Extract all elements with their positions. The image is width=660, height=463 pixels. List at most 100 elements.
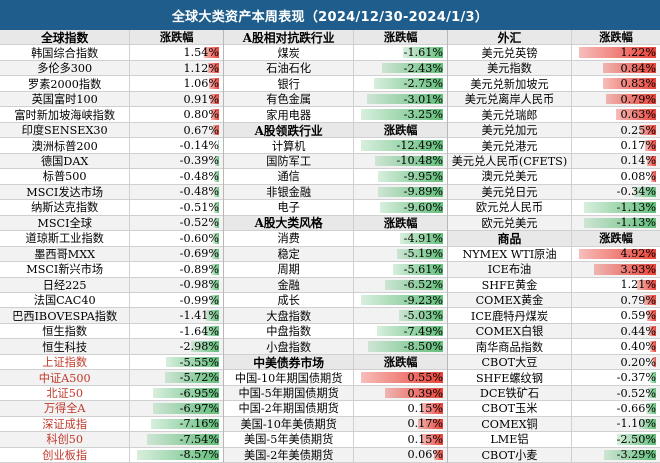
change-value: -7.16% <box>179 417 219 431</box>
section-title: 商品 <box>497 231 522 246</box>
change-value: 0.67% <box>183 123 219 137</box>
section-title: A股大类风格 <box>254 216 323 231</box>
loss-bar <box>399 233 443 244</box>
gain-bar <box>420 434 443 445</box>
section-title: 全球指数 <box>41 30 89 45</box>
change-value: -2.75% <box>403 77 443 91</box>
gain-bar <box>385 387 443 399</box>
loss-bar <box>393 264 443 275</box>
loss-bar <box>361 109 443 120</box>
gain-bar <box>211 109 219 120</box>
table-row: 计算机 -12.49% <box>224 138 447 154</box>
change-value: -1.61% <box>403 46 443 60</box>
asset-name: 美元兑港元 <box>481 139 538 153</box>
loss-bar <box>361 294 443 306</box>
asset-name: 家用电器 <box>266 108 312 122</box>
gain-bar <box>645 140 656 151</box>
asset-name: COMEX黄金 <box>475 294 544 308</box>
asset-name: 欧元兑美元 <box>481 216 538 230</box>
table-row: 美元兑离岸人民币 0.79% <box>448 91 660 108</box>
change-value: -5.55% <box>179 355 219 369</box>
loss-bar <box>382 62 443 74</box>
change-value: 0.15% <box>407 432 443 446</box>
asset-name: 中国-2年期国债期货 <box>238 402 339 416</box>
table-row: 美国-10年美债期货 0.17% <box>224 416 447 433</box>
asset-name: 纳斯达克指数 <box>31 201 99 215</box>
change-value: -10.48% <box>396 154 443 168</box>
table-row: 美元指数 0.84% <box>448 60 660 77</box>
table-row: 墨西哥MXX -0.69% <box>0 246 223 263</box>
asset-name: 上证指数 <box>42 356 88 370</box>
change-cell: -2.98% <box>129 339 223 354</box>
table-row: 大盘指数 -5.03% <box>224 308 447 324</box>
change-cell: 4.92% <box>570 246 660 262</box>
change-cell: -9.89% <box>353 184 447 200</box>
loss-bar <box>374 155 443 167</box>
change-value: 1.12% <box>183 61 219 75</box>
asset-name: 煤炭 <box>277 46 300 60</box>
change-value: -0.99% <box>179 293 219 307</box>
performance-grid: 全球指数 涨跌幅 韩国综合指数 1.54% 多伦多300 1.12% 罗素2000指数 1.0… <box>0 30 660 463</box>
gain-bar <box>605 93 656 105</box>
table-row: 非银金融 -9.89% <box>224 184 447 201</box>
loss-bar <box>650 372 656 383</box>
change-column-header: 涨跌幅 <box>353 354 447 370</box>
loss-bar <box>378 171 443 182</box>
loss-bar <box>616 434 656 445</box>
table-row: 美元兑人民币(CFETS) 0.14% <box>448 153 660 170</box>
gain-bar <box>636 279 656 290</box>
table-row: 欧元兑人民币 -1.13% <box>448 200 660 216</box>
table-row: 美元兑加元 0.25% <box>448 122 660 139</box>
change-cell: 0.59% <box>570 308 660 323</box>
gain-bar <box>212 124 219 136</box>
change-value: -6.52% <box>403 278 443 292</box>
gain-bar <box>602 62 656 74</box>
table-row: 德国DAX -0.39% <box>0 153 223 170</box>
loss-bar <box>203 325 219 337</box>
loss-bar <box>584 217 656 229</box>
change-cell: -9.95% <box>353 169 447 184</box>
table-row: 煤炭 -1.61% <box>224 45 447 61</box>
asset-name: 有色金属 <box>266 93 312 107</box>
change-cell: -5.03% <box>353 308 447 323</box>
asset-name: 法国CAC40 <box>33 294 96 308</box>
table-row: 日经225 -0.98% <box>0 277 223 293</box>
asset-name: 澳元兑美元 <box>481 170 538 184</box>
loss-bar <box>213 233 219 244</box>
loss-bar <box>205 310 219 321</box>
asset-name: 美国-5年美债期货 <box>244 433 334 447</box>
gain-bar <box>647 155 656 167</box>
table-row: ICE鹿特丹煤炭 0.59% <box>448 308 660 324</box>
table-row: 中国-2年期国债期货 0.15% <box>224 401 447 417</box>
table-row: ICE布油 3.93% <box>448 262 660 278</box>
change-cell: 0.63% <box>570 107 660 122</box>
asset-name: MSCI发达市场 <box>26 185 104 199</box>
asset-name: 罗素2000指数 <box>28 77 102 91</box>
change-value: 0.44% <box>620 324 656 338</box>
change-cell: 0.17% <box>353 416 447 432</box>
asset-name: 深证成指 <box>42 417 88 431</box>
asset-name: CBOT大豆 <box>481 356 538 370</box>
change-value: -7.54% <box>179 432 219 446</box>
change-value: 1.21% <box>620 278 656 292</box>
change-value: -9.60% <box>403 200 443 214</box>
change-value: -9.23% <box>403 293 443 307</box>
change-value: 0.55% <box>407 371 443 385</box>
table-row: SHFE螺纹钢 -0.37% <box>448 370 660 386</box>
asset-name: 中国-5年期国债期货 <box>238 387 339 401</box>
asset-name: 恒生科技 <box>42 340 88 354</box>
asset-name: 银行 <box>277 77 300 91</box>
change-column-header: 涨跌幅 <box>570 231 660 246</box>
change-cell: -0.52% <box>129 215 223 231</box>
asset-name: 科创50 <box>46 433 83 447</box>
change-cell: 1.22% <box>570 45 660 60</box>
table-row: 标普500 -0.48% <box>0 169 223 185</box>
asset-name: COMEX铜 <box>481 417 538 431</box>
section-title: 中美债券市场 <box>253 355 325 370</box>
change-column-header: 涨跌幅 <box>353 30 447 45</box>
asset-name: SHFE螺纹钢 <box>476 371 543 385</box>
change-cell: -0.37% <box>570 370 660 385</box>
change-value: -9.89% <box>403 185 443 199</box>
change-cell: -0.39% <box>129 153 223 169</box>
table-row: DCE铁矿石 -0.52% <box>448 385 660 402</box>
